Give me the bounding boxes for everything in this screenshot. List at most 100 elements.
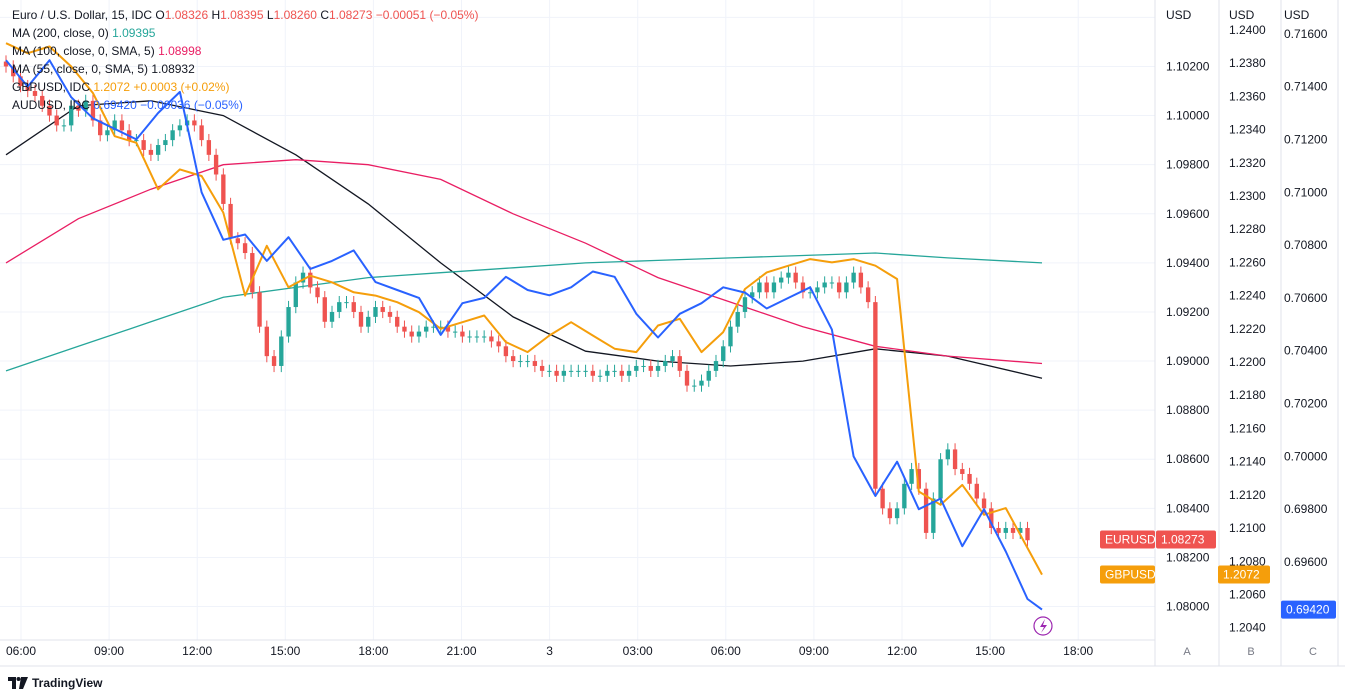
main-symbol-row[interactable]: Euro / U.S. Dollar, 15, IDC O1.08326 H1.… (12, 8, 479, 22)
compare-line[interactable] (5, 42, 1043, 576)
candle-body[interactable] (235, 238, 241, 244)
axis-unit-label[interactable]: USD (1166, 8, 1192, 22)
candle-body[interactable] (952, 449, 958, 470)
candle-body[interactable] (989, 508, 994, 528)
compare-row-gbpusd[interactable]: GBPUSD, IDC 1.2072 +0.0003 (+0.02%) (12, 80, 230, 94)
candle-body[interactable] (105, 130, 110, 136)
candle-body[interactable] (532, 361, 538, 366)
candle-body[interactable] (32, 91, 38, 96)
candle-body[interactable] (735, 311, 740, 327)
candle-body[interactable] (967, 473, 972, 484)
candle-body[interactable] (18, 76, 23, 87)
candle-body[interactable] (510, 356, 516, 362)
axis-unit-label[interactable]: USD (1229, 8, 1255, 22)
candle-body[interactable] (213, 154, 219, 175)
axis-scale-button[interactable] (1179, 643, 1195, 659)
candle-body[interactable] (76, 105, 81, 111)
candle-body[interactable] (170, 130, 175, 141)
candle-body[interactable] (554, 370, 559, 376)
candle-body[interactable] (858, 272, 864, 288)
candle-body[interactable] (539, 365, 545, 371)
ma-line[interactable] (5, 100, 1043, 379)
gbpusd-tag-value-bg[interactable] (1218, 565, 1270, 584)
candle-body[interactable] (90, 100, 96, 121)
candle-body[interactable] (561, 370, 567, 376)
candle-body[interactable] (141, 140, 146, 150)
candle-body[interactable] (163, 140, 168, 146)
candle-body[interactable] (771, 282, 777, 293)
candle-body[interactable] (655, 365, 661, 371)
candle-body[interactable] (445, 326, 451, 332)
candle-body[interactable] (844, 282, 849, 293)
candle-body[interactable] (713, 361, 719, 371)
candle-body[interactable] (61, 125, 67, 127)
candle-body[interactable] (206, 140, 212, 155)
candle-body[interactable] (409, 331, 414, 337)
candle-body[interactable] (757, 282, 762, 293)
candle-body[interactable] (315, 287, 320, 298)
candle-body[interactable] (481, 336, 487, 338)
candle-body[interactable] (98, 120, 103, 136)
candle-body[interactable] (402, 326, 407, 332)
compare-line[interactable] (5, 59, 1043, 611)
gbpusd-tag-label-bg[interactable] (1100, 565, 1155, 584)
candle-body[interactable] (54, 115, 59, 126)
candle-body[interactable] (851, 272, 856, 283)
candle-body[interactable] (981, 498, 987, 509)
candle-body[interactable] (648, 365, 653, 371)
lightning-icon[interactable] (1033, 616, 1053, 636)
candle-body[interactable] (228, 203, 233, 239)
candle-body[interactable] (692, 385, 697, 387)
candle-body[interactable] (764, 282, 769, 293)
indicator-row-ma55[interactable]: MA (55, close, 0, SMA, 5) 1.08932 (12, 62, 195, 76)
candle-body[interactable] (996, 527, 1001, 533)
candle-body[interactable] (626, 370, 632, 376)
candle-body[interactable] (1018, 527, 1023, 533)
candle-body[interactable] (619, 370, 624, 376)
candle-body[interactable] (300, 272, 306, 283)
candle-body[interactable] (916, 469, 922, 489)
axis-unit-label[interactable]: USD (1284, 8, 1310, 22)
candle-body[interactable] (366, 316, 371, 327)
candle-body[interactable] (264, 326, 269, 357)
candle-body[interactable] (134, 140, 139, 142)
candle-body[interactable] (69, 105, 74, 126)
candle-body[interactable] (47, 105, 52, 116)
candle-body[interactable] (945, 449, 950, 460)
candle-body[interactable] (1003, 527, 1008, 533)
candle-body[interactable] (887, 508, 893, 519)
candle-body[interactable] (836, 282, 842, 293)
candle-body[interactable] (829, 282, 835, 284)
candle-body[interactable] (358, 311, 364, 327)
candle-body[interactable] (380, 307, 385, 312)
candle-body[interactable] (1025, 527, 1030, 541)
candle-body[interactable] (590, 370, 595, 376)
candle-body[interactable] (416, 331, 422, 337)
indicator-row-ma200[interactable]: MA (200, close, 0) 1.09395 (12, 26, 156, 40)
candle-body[interactable] (793, 272, 798, 283)
candle-body[interactable] (728, 326, 733, 347)
candle-body[interactable] (779, 277, 784, 283)
candle-body[interactable] (40, 95, 45, 106)
candle-body[interactable] (822, 282, 827, 288)
candle-body[interactable] (902, 483, 907, 509)
candle-body[interactable] (387, 311, 393, 317)
candle-body[interactable] (663, 361, 668, 366)
candle-body[interactable] (865, 287, 871, 303)
candle-body[interactable] (3, 61, 9, 67)
candle-body[interactable] (11, 66, 16, 77)
candle-body[interactable] (489, 336, 494, 342)
candle-body[interactable] (279, 336, 284, 366)
indicator-row-ma100[interactable]: MA (100, close, 0, SMA, 5) 1.08998 (12, 44, 202, 58)
candle-body[interactable] (880, 488, 885, 509)
candle-body[interactable] (496, 341, 501, 347)
candle-body[interactable] (923, 488, 929, 533)
candle-body[interactable] (721, 346, 726, 362)
candle-body[interactable] (974, 483, 979, 499)
candle-body[interactable] (467, 336, 472, 338)
candle-body[interactable] (1010, 527, 1016, 533)
candle-body[interactable] (424, 326, 429, 332)
candle-body[interactable] (271, 356, 277, 366)
candle-body[interactable] (931, 498, 936, 533)
